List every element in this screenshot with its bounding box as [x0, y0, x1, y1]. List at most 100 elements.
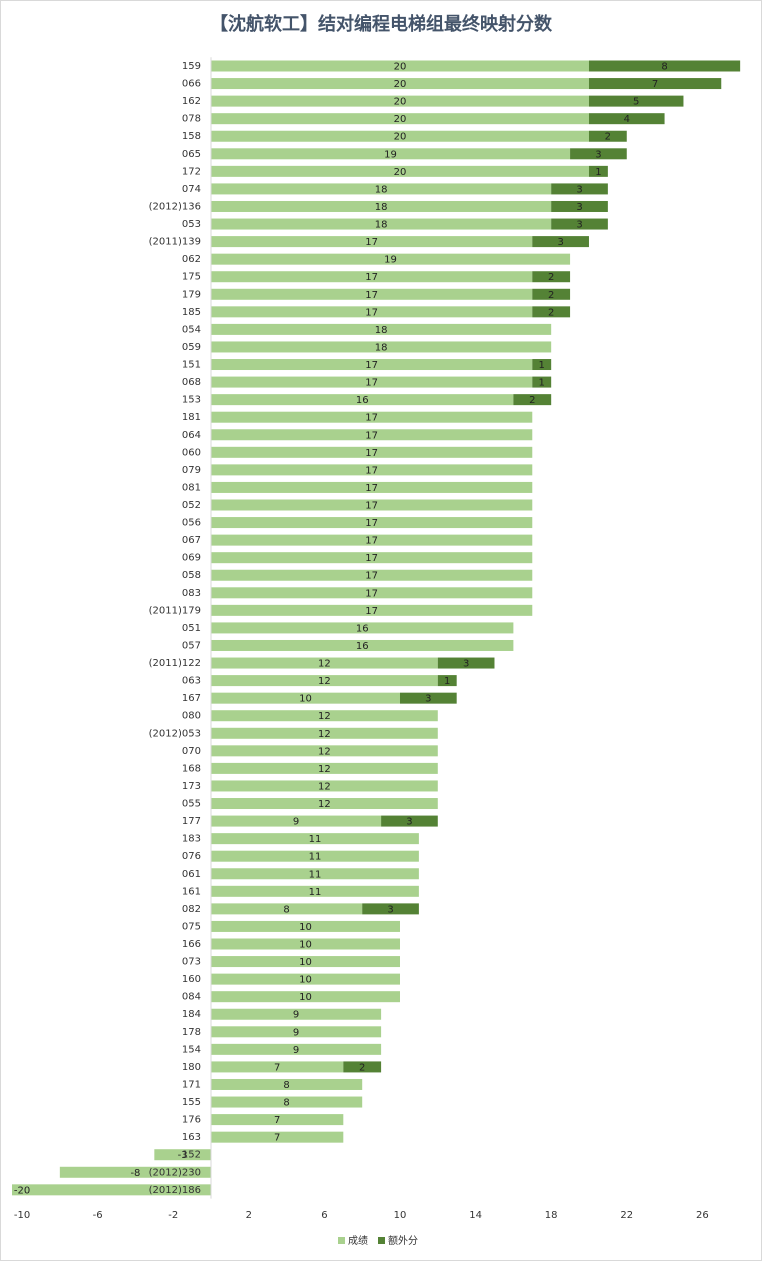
bar-segment — [532, 376, 552, 388]
bar-segment — [211, 692, 400, 704]
y-tick-label: 180 — [182, 1062, 201, 1073]
x-tick-label: -6 — [93, 1210, 103, 1221]
bar-segment — [211, 1078, 363, 1090]
data-label: 10 — [299, 992, 312, 1003]
y-tick-label: 166 — [182, 939, 201, 950]
data-label: 12 — [318, 729, 331, 740]
bar-segment — [211, 727, 438, 739]
bar-segment — [211, 183, 552, 195]
y-tick-label: 053 — [182, 219, 201, 230]
data-label: 20 — [394, 167, 407, 178]
x-tick-label: -2 — [168, 1210, 178, 1221]
bar-segment — [211, 622, 514, 634]
x-tick-label: 18 — [545, 1210, 558, 1221]
y-tick-label: (2011)179 — [149, 605, 201, 616]
data-label: 17 — [365, 588, 378, 599]
bar-segment — [211, 991, 400, 1003]
bar-segment — [532, 288, 571, 300]
y-tick-label: 158 — [182, 131, 201, 142]
y-tick-label: 181 — [182, 412, 201, 423]
y-tick-label: 151 — [182, 360, 201, 371]
data-label: 20 — [394, 132, 407, 143]
bar-segment — [437, 657, 495, 669]
bar-segment — [532, 359, 552, 371]
y-tick-label: 052 — [182, 500, 201, 511]
bar-segment — [211, 429, 533, 441]
data-label: -20 — [14, 1185, 30, 1196]
data-label: 18 — [375, 202, 388, 213]
data-label: 5 — [633, 97, 639, 108]
data-label: -3 — [178, 1150, 188, 1161]
data-label: 17 — [365, 501, 378, 512]
data-label: 12 — [318, 764, 331, 775]
y-tick-label: 167 — [182, 693, 201, 704]
legend-swatch — [338, 1237, 345, 1244]
data-label: 10 — [299, 922, 312, 933]
y-tick-label: 152 — [182, 1150, 201, 1161]
y-tick-label: 061 — [182, 869, 201, 880]
data-label: 2 — [548, 307, 554, 318]
y-tick-label: 083 — [182, 588, 201, 599]
data-label: 12 — [318, 746, 331, 757]
bar-segment — [154, 1149, 212, 1161]
bar-segment — [211, 903, 363, 915]
data-label: 17 — [365, 448, 378, 459]
y-tick-label: 176 — [182, 1115, 201, 1126]
y-tick-label: 075 — [182, 921, 201, 932]
x-tick-label: 2 — [246, 1210, 252, 1221]
bar-segment — [59, 1166, 212, 1178]
bar-segment — [588, 78, 722, 90]
data-label: 1 — [539, 360, 545, 371]
bar-segment — [211, 130, 589, 142]
bar-segment — [211, 95, 589, 107]
bar-segment — [211, 323, 552, 335]
chart-title: 【沈航软工】结对编程电梯组最终映射分数 — [210, 13, 553, 35]
data-label: 2 — [605, 132, 611, 143]
data-label: 18 — [375, 325, 388, 336]
y-tick-label: 055 — [182, 799, 201, 810]
bar-segment — [211, 464, 533, 476]
bar-segment — [211, 165, 589, 177]
bar-segment — [211, 394, 514, 406]
y-tick-label: 068 — [182, 377, 201, 388]
data-label: 10 — [299, 940, 312, 951]
y-tick-label: 067 — [182, 535, 201, 546]
data-label: 17 — [365, 307, 378, 318]
y-tick-label: (2011)139 — [149, 237, 201, 248]
data-label: 16 — [356, 395, 369, 406]
bar-segment — [588, 165, 608, 177]
data-label: 1 — [539, 378, 545, 389]
data-label: 17 — [365, 606, 378, 617]
bar-segment — [362, 903, 419, 915]
data-label: 11 — [309, 887, 322, 898]
bar-segment — [211, 762, 438, 774]
data-label: 12 — [318, 799, 331, 810]
bar-segment — [211, 657, 438, 669]
data-label: 4 — [624, 114, 630, 125]
data-label: 9 — [293, 817, 299, 828]
data-label: 7 — [274, 1133, 280, 1144]
x-tick-label: 10 — [394, 1210, 407, 1221]
bar-segment — [12, 1184, 212, 1196]
data-label: 12 — [318, 659, 331, 670]
bar-segment — [211, 885, 419, 897]
bar-segment — [211, 200, 552, 212]
y-tick-label: 064 — [182, 430, 201, 441]
y-tick-label: 080 — [182, 711, 201, 722]
bar-segment — [211, 60, 589, 72]
x-tick-label: 14 — [469, 1210, 482, 1221]
data-label: 20 — [394, 62, 407, 73]
data-label: 3 — [576, 220, 582, 231]
bar-segment — [211, 552, 533, 564]
bar-segment — [211, 569, 533, 581]
bar-segment — [551, 183, 608, 195]
y-tick-label: 054 — [182, 324, 201, 335]
y-tick-label: 069 — [182, 553, 201, 564]
data-label: 17 — [365, 290, 378, 301]
bar-segment — [211, 1043, 382, 1055]
x-tick-label: -10 — [14, 1210, 30, 1221]
data-label: 16 — [356, 641, 369, 652]
data-label: 3 — [387, 904, 393, 915]
y-tick-label: 171 — [182, 1079, 201, 1090]
